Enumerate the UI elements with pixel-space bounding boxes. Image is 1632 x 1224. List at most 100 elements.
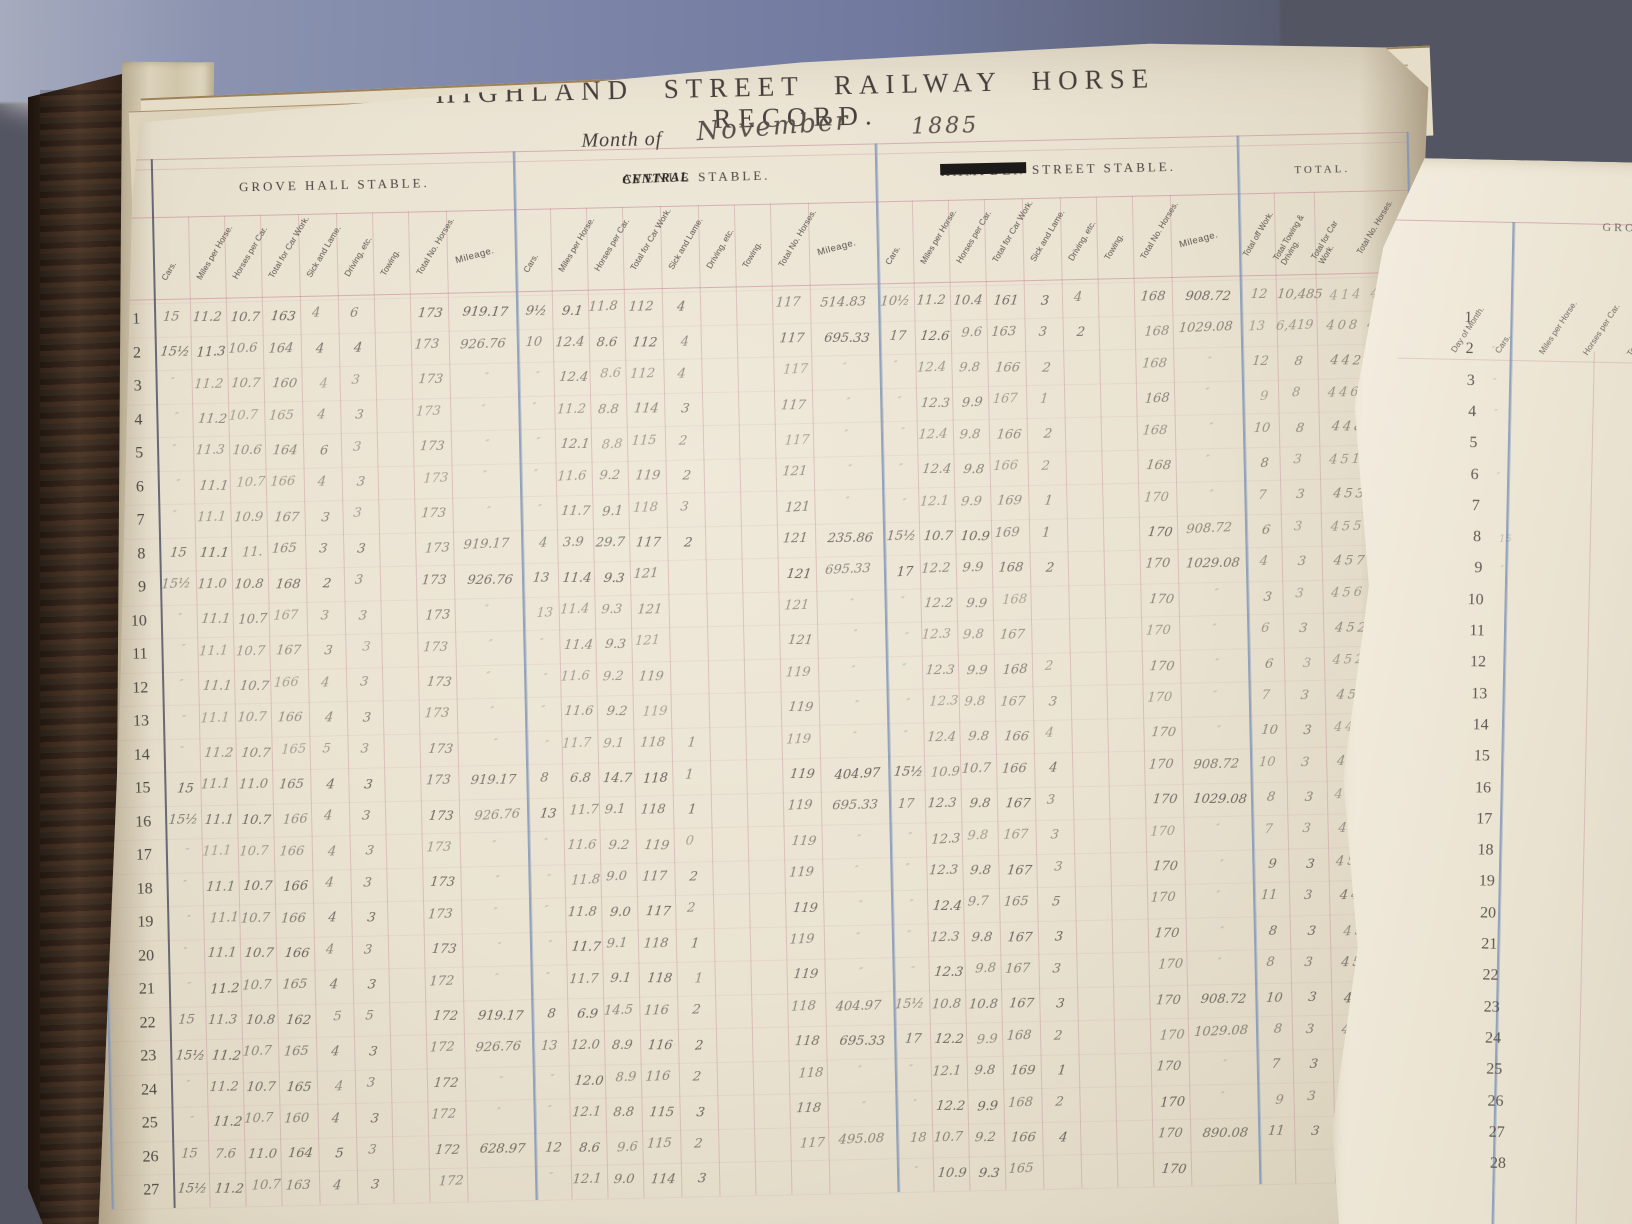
ledger-cell: 10.4 [952,293,984,309]
day-number: 25 [1486,1060,1503,1079]
faint-entry: ″ [1492,377,1497,389]
ledger-cell: 167 [273,510,300,526]
ledger-cell: 9.1 [602,735,625,752]
ledger-cell: ″ [172,510,178,522]
ledger-cell: ″ [534,370,540,382]
ledger-cell: ″ [178,679,184,691]
faint-entry: ″ [1500,565,1505,577]
ledger-cell: 11.1 [199,709,230,727]
ledger-cell: 3 [1038,324,1048,341]
column-header: Mileage. [454,245,496,267]
ledger-cell: ″ [1219,1090,1225,1102]
ledger-cell: ″ [1212,689,1218,701]
ledger-cell: 165 [278,777,305,793]
ledger-cell: 164 [287,1146,314,1162]
ledger-cell: 163 [990,324,1017,341]
ledger-cell: 119 [784,664,811,681]
day-number: 23 [140,1047,157,1065]
day-number: 3 [1466,371,1476,389]
ledger-cell: 11.4 [561,570,593,586]
ledger-cell: 12.3 [929,929,961,946]
ledger-cell: 3 [358,674,369,691]
ledger-cell: 3 [1052,961,1062,977]
ledger-cell: 919.17 [462,536,510,554]
ledger-cell: 2 [693,1136,704,1152]
ledger-cell: 11.6 [563,704,595,720]
ledger-cell: 12.1 [571,1104,602,1121]
ledger-cell: 10.7 [933,1129,964,1146]
ledger-cell: 160 [270,376,298,392]
ledger-cell: 166 [269,474,297,491]
ledger-cell: 117 [775,295,802,312]
ledger-cell: 11.2 [555,401,587,418]
day-number: 28 [1489,1154,1507,1173]
column-header: Mileage. [1178,229,1220,251]
ledger-cell: 3 [363,777,374,793]
ledger-cell: 29.7 [595,535,626,551]
ledger-cell: 173 [416,305,444,321]
ledger-cell: 10.6 [231,443,263,459]
ledger-cell: 926.76 [473,806,521,825]
ledger-cell: 168 [1139,289,1167,305]
ledger-cell: 173 [417,372,445,388]
ledger-cell: 1029.08 [1185,555,1241,572]
ledger-cell: 926.76 [459,336,507,353]
day-number: 5 [1469,434,1478,452]
ledger-cell: 3 [366,1075,376,1092]
ledger-cell: 166 [273,674,300,691]
ledger-cell: 170 [1156,1059,1183,1075]
ledger-cell: 12.1 [572,1171,603,1188]
day-number: 16 [1474,778,1492,797]
ledger-cell: 118 [632,499,659,516]
ledger-cell: 112 [628,299,655,316]
ledger-cell: 4 [317,474,328,490]
section-title: TOTAL. [1294,163,1351,177]
ledger-cell: 166 [1001,760,1028,777]
day-number: 20 [1479,904,1497,922]
ledger-cell: 4 [353,341,364,357]
ledger-cell: 10 [524,334,543,351]
day-number: 26 [142,1147,159,1166]
faint-entry: ″ [1491,345,1496,357]
ledger-cell: 3 [696,1171,708,1187]
ledger-cell: 10.8 [930,996,962,1013]
ledger-cell: 908.72 [1185,519,1233,538]
ledger-cell: 170 [1149,658,1176,674]
ledger-cell: 10.8 [244,1012,276,1029]
ledger-cell: 119 [641,703,668,720]
ledger-cell: 3 [318,541,329,557]
ledger-cell: 173 [422,639,449,656]
column-line [733,204,757,1195]
ledger-cell: ″ [908,898,914,910]
ledger-cell: ″ [548,1171,554,1183]
ledger-cell: ″ [1216,890,1221,902]
ledger-cell: 2 [692,1069,703,1085]
day-number: 21 [138,980,156,998]
ledger-cell: 169 [996,493,1023,510]
ledger-cell: 908.72 [1184,289,1232,305]
ledger-cell: 12.0 [569,1037,601,1054]
ledger-cell: 4 [330,1044,340,1060]
ledger-cell: 11.7 [560,503,592,520]
ledger-cell: 3 [1295,487,1306,503]
ledger-cell: 919.17 [461,305,509,321]
day-number: 19 [137,913,154,931]
ledger-cell: 168 [274,576,301,593]
ledger-cell: 4 [331,1111,342,1127]
ledger-cell: ″ [908,1063,914,1075]
ledger-cell: 4 [677,366,687,382]
ledger-cell: 117 [778,330,806,347]
ledger-cell: ″ [177,612,183,624]
column-header: Horses per Car. [1580,301,1622,357]
faint-entry: ″ [1496,471,1501,483]
ledger-cell: 172 [428,973,455,990]
stamped-overlay-text: CENTRAL [621,168,690,187]
ledger-cell: 8 [539,771,550,787]
ledger-cell: 3 [351,439,362,455]
ledger-cell: 3 [1301,821,1312,837]
ledger-cell: 119 [788,700,815,716]
ledger-cell: 10.7 [228,407,259,424]
ledger-cell: 170 [1150,725,1177,741]
ledger-cell: ″ [481,403,487,415]
day-number: 2 [1465,340,1474,358]
